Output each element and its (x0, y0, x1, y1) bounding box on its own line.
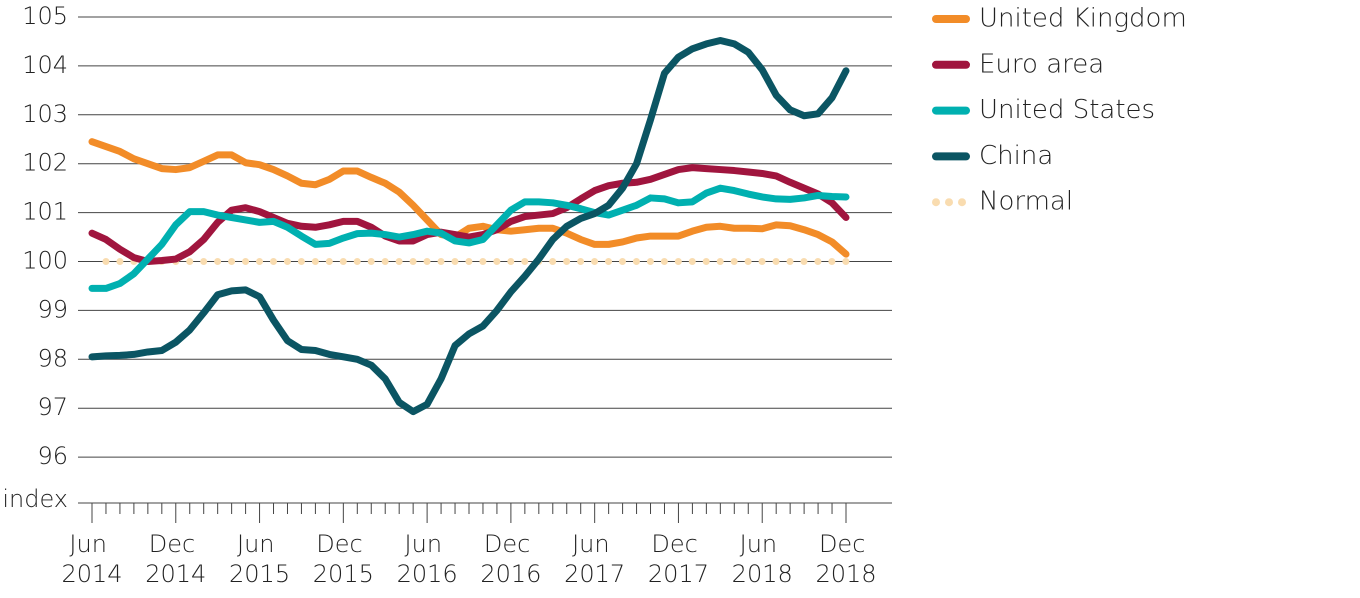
x-tick-label: Dec 2014 (145, 530, 206, 588)
x-tick-label: Dec 2015 (313, 530, 374, 588)
x-tick-label: Jun 2015 (229, 530, 290, 588)
legend-label: United States (979, 95, 1155, 125)
series-line (88, 36, 850, 416)
y-axis-label: index (2, 485, 68, 513)
y-tick-label: 100 (22, 247, 68, 275)
x-tick-label: Jun 2014 (61, 530, 122, 588)
series-line (88, 184, 850, 292)
x-tick-label: Dec 2017 (648, 530, 709, 588)
y-tick-label: 97 (37, 393, 68, 421)
legend-label: Euro area (979, 49, 1104, 79)
y-tick-label: 101 (22, 198, 68, 226)
y-tick-label: 99 (37, 295, 68, 323)
x-tick-label: Dec 2016 (480, 530, 541, 588)
y-tick-label: 96 (37, 442, 68, 470)
y-tick-label: 103 (22, 100, 68, 128)
series-line (88, 138, 850, 258)
x-tick-label: Jun 2018 (732, 530, 793, 588)
y-tick-label: 104 (22, 51, 68, 79)
y-tick-label: 102 (22, 149, 68, 177)
legend-label: Normal (979, 187, 1073, 217)
legend-label: United Kingdom (979, 4, 1187, 34)
y-tick-label: 98 (37, 344, 68, 372)
x-tick-label: Jun 2016 (397, 530, 458, 588)
series-line (88, 164, 850, 265)
x-tick-label: Jun 2017 (564, 530, 625, 588)
x-tick-label: Dec 2018 (815, 530, 876, 588)
y-tick-label: 105 (22, 2, 68, 30)
legend-label: China (979, 141, 1053, 171)
